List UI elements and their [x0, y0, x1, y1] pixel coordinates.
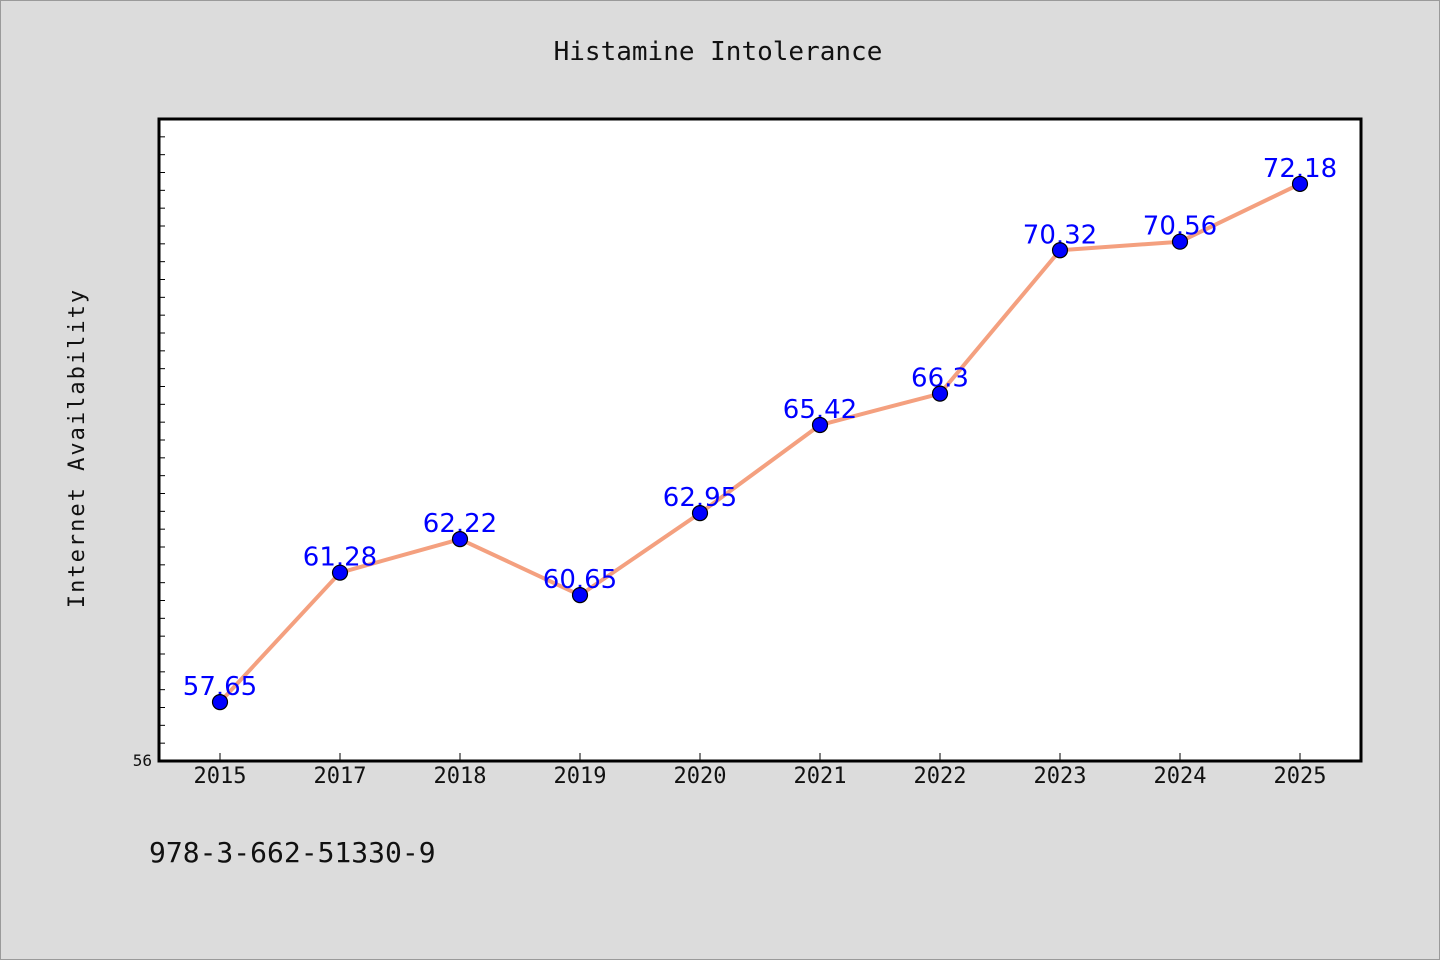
- x-tick-label-2025: 2025: [1274, 764, 1327, 789]
- x-tick-label-2021: 2021: [794, 764, 847, 789]
- data-point-2024: [1171, 233, 1189, 250]
- data-point-2025: [1291, 175, 1309, 193]
- data-point-2018: [451, 531, 469, 548]
- x-tick-label-2022: 2022: [914, 764, 967, 789]
- data-point-2020: [691, 505, 709, 522]
- x-tick-label-2019: 2019: [554, 764, 607, 789]
- x-tick-label-2023: 2023: [1034, 764, 1087, 789]
- data-point-2023: [1051, 242, 1069, 259]
- data-point-2021: [811, 416, 829, 434]
- data-point-2022: [931, 385, 949, 402]
- data-point-2017: [331, 564, 349, 581]
- x-tick-label-2018: 2018: [434, 764, 487, 789]
- data-point-2015: [211, 694, 229, 711]
- series-line: [218, 182, 1301, 704]
- x-tick-label-2015: 2015: [194, 764, 247, 789]
- x-axis-tick-labels: 2015 2017 2018 2019 2020 2021 2022 2023 2024 2025: [194, 764, 1327, 789]
- data-markers: [211, 175, 1309, 711]
- x-tick-label-2020: 2020: [674, 764, 727, 789]
- data-point-2019: [571, 587, 589, 604]
- y-axis-min-label: 56: [133, 751, 152, 770]
- chart-title: Histamine Intolerance: [554, 37, 883, 67]
- plot-area: [157, 117, 1363, 763]
- y-axis-ticks: [159, 136, 165, 744]
- x-tick-label-2017: 2017: [314, 764, 367, 789]
- x-axis-ticks: [219, 753, 1301, 761]
- x-tick-label-2024: 2024: [1154, 764, 1207, 789]
- y-axis-label: Internet Availability: [65, 288, 90, 608]
- isbn-text: 978-3-662-51330-9: [149, 836, 436, 869]
